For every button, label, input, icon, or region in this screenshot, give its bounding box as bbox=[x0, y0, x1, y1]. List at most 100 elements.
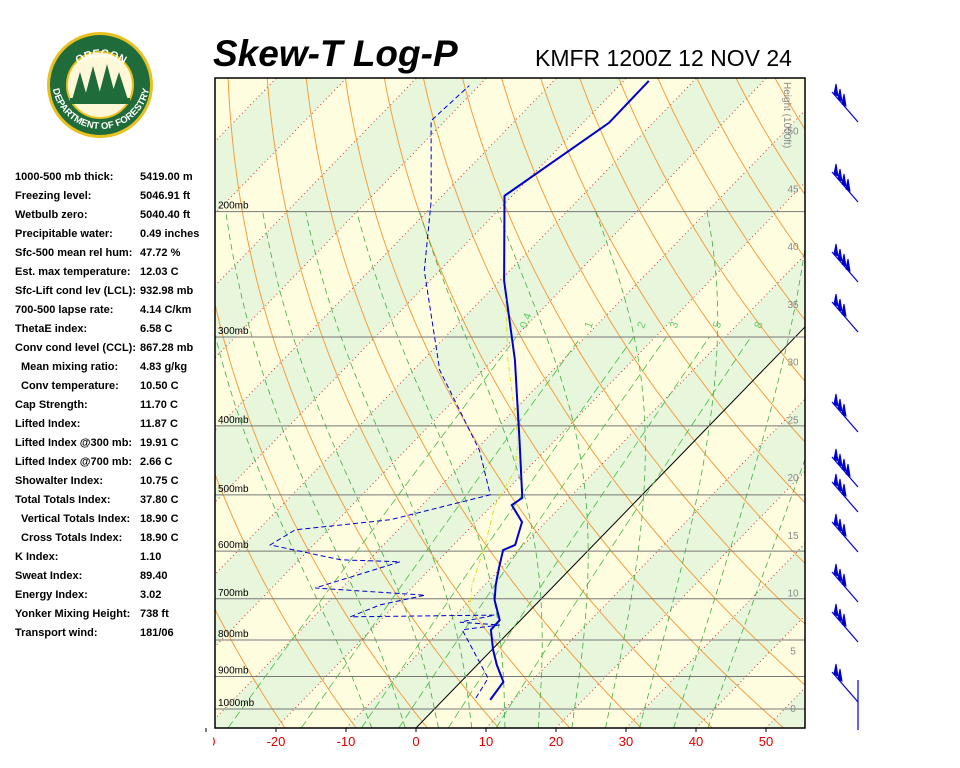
stat-label: Wetbulb zero: bbox=[15, 209, 88, 221]
height-label: 0 bbox=[790, 704, 796, 715]
stat-label: Mean mixing ratio: bbox=[21, 361, 118, 373]
barb-flag bbox=[833, 513, 839, 527]
isotherm-band bbox=[215, 78, 347, 214]
stat-value: 89.40 bbox=[140, 570, 168, 582]
stat-value: 2.66 C bbox=[140, 456, 172, 468]
barb-flag bbox=[841, 253, 847, 267]
barb-flag bbox=[841, 483, 847, 497]
dry-adiabat bbox=[579, 78, 805, 443]
plot: 0.4 1 2 3 5 8 bbox=[215, 78, 960, 728]
stat-label: Cross Totals Index: bbox=[21, 532, 122, 544]
dry-adiabat bbox=[853, 78, 960, 728]
barb-flag bbox=[845, 178, 851, 192]
barb-flag bbox=[837, 568, 843, 582]
height-label: 15 bbox=[787, 531, 799, 542]
stat-value: 1.10 bbox=[140, 551, 161, 563]
zero-isotherm bbox=[415, 326, 805, 728]
moist-adiabat bbox=[305, 211, 473, 728]
barb-flag bbox=[837, 398, 843, 412]
moist-adiabat bbox=[215, 332, 373, 728]
mixing-ratio-line bbox=[361, 336, 635, 728]
stat-label: Vertical Totals Index: bbox=[21, 513, 130, 525]
x-tick-label: 50 bbox=[759, 734, 773, 749]
height-label: 40 bbox=[787, 242, 799, 253]
barb-staff bbox=[831, 91, 859, 123]
pressure-label: 700mb bbox=[218, 588, 249, 599]
pressure-label: 400mb bbox=[218, 415, 249, 426]
barb-flag bbox=[845, 463, 851, 477]
stat-label: Est. max temperature: bbox=[15, 266, 131, 278]
barb-flag bbox=[837, 88, 843, 102]
moist-adiabat bbox=[225, 211, 406, 728]
mixing-ratio-line bbox=[300, 336, 582, 728]
barb-flag bbox=[841, 573, 847, 587]
stat-label: ThetaE index: bbox=[15, 323, 87, 335]
x-tick-label: 10 bbox=[479, 734, 493, 749]
stat-label: Yonker Mixing Height: bbox=[15, 608, 130, 620]
mixing-ratio-line bbox=[495, 336, 752, 728]
logo-trees bbox=[72, 64, 128, 102]
wind-barbs bbox=[831, 83, 859, 730]
mixing-ratio-label: 1 bbox=[583, 320, 596, 330]
stat-value: 738 ft bbox=[140, 608, 169, 620]
stat-value: 18.90 C bbox=[140, 513, 179, 525]
dry-adiabat bbox=[462, 78, 805, 625]
stat-label: Sweat Index: bbox=[15, 570, 82, 582]
barb-staff bbox=[831, 456, 859, 488]
height-label: 50 bbox=[787, 127, 799, 138]
stat-label: Energy Index: bbox=[15, 589, 88, 601]
pressure-label: 500mb bbox=[218, 484, 249, 495]
barb-flag bbox=[841, 523, 847, 537]
barb-staff bbox=[831, 251, 859, 283]
dry-adiabat bbox=[892, 78, 960, 728]
mixing-ratio-label: 3 bbox=[668, 320, 681, 330]
height-label: 10 bbox=[787, 589, 799, 600]
stat-label: Sfc-500 mean rel hum: bbox=[15, 247, 132, 259]
dry-adiabat bbox=[344, 78, 713, 728]
x-tick-label: 0 bbox=[412, 734, 419, 749]
barb-flag bbox=[833, 293, 839, 307]
dry-adiabat bbox=[657, 78, 805, 321]
stat-value: 181/06 bbox=[140, 627, 174, 639]
barb-flag bbox=[837, 478, 843, 492]
isotherm-band bbox=[215, 110, 805, 728]
stat-value: 932.98 mb bbox=[140, 285, 193, 297]
stat-value: 3.02 bbox=[140, 589, 161, 601]
moist-adiabat bbox=[356, 211, 506, 728]
mixing-ratio-label: 8 bbox=[752, 320, 765, 330]
barb-flag bbox=[841, 458, 847, 472]
stat-value: 5046.91 ft bbox=[140, 190, 190, 202]
stats: 1000-500 mb thick: 5419.00 m Freezing leve… bbox=[15, 171, 199, 639]
profile-line bbox=[489, 80, 650, 701]
barb-staff bbox=[831, 671, 859, 703]
x-tick-label: -30 bbox=[197, 734, 216, 749]
barb-flag bbox=[841, 613, 847, 627]
stat-value: 37.80 C bbox=[140, 494, 179, 506]
barb-flag bbox=[833, 603, 839, 617]
isotherm-band bbox=[486, 399, 805, 728]
barb-flag bbox=[837, 518, 843, 532]
barb-staff bbox=[831, 481, 859, 513]
barb-flag bbox=[841, 303, 847, 317]
isotherm bbox=[215, 109, 805, 720]
barb-flag bbox=[837, 168, 843, 182]
isotherm-band bbox=[215, 78, 767, 647]
barb-staff bbox=[831, 521, 859, 553]
mixing-ratio-line bbox=[227, 336, 517, 728]
stat-value: 11.70 C bbox=[140, 399, 178, 411]
stat-value: 12.03 C bbox=[140, 266, 179, 278]
stat-value: 4.14 C/km bbox=[140, 304, 192, 316]
stat-label: Freezing level: bbox=[15, 190, 91, 202]
dry-adiabat bbox=[696, 78, 805, 259]
isotherm-band bbox=[215, 78, 627, 503]
isotherm bbox=[836, 78, 960, 728]
height-axis-label: Height (1000ft) bbox=[781, 82, 792, 148]
profile-line bbox=[268, 85, 500, 699]
barb-flag bbox=[837, 248, 843, 262]
stat-value: 4.83 g/kg bbox=[140, 361, 187, 373]
dry-adiabat bbox=[215, 608, 286, 728]
pressure-label: 1000mb bbox=[218, 698, 255, 709]
plot-frame bbox=[214, 77, 806, 729]
dry-adiabat bbox=[501, 78, 805, 565]
